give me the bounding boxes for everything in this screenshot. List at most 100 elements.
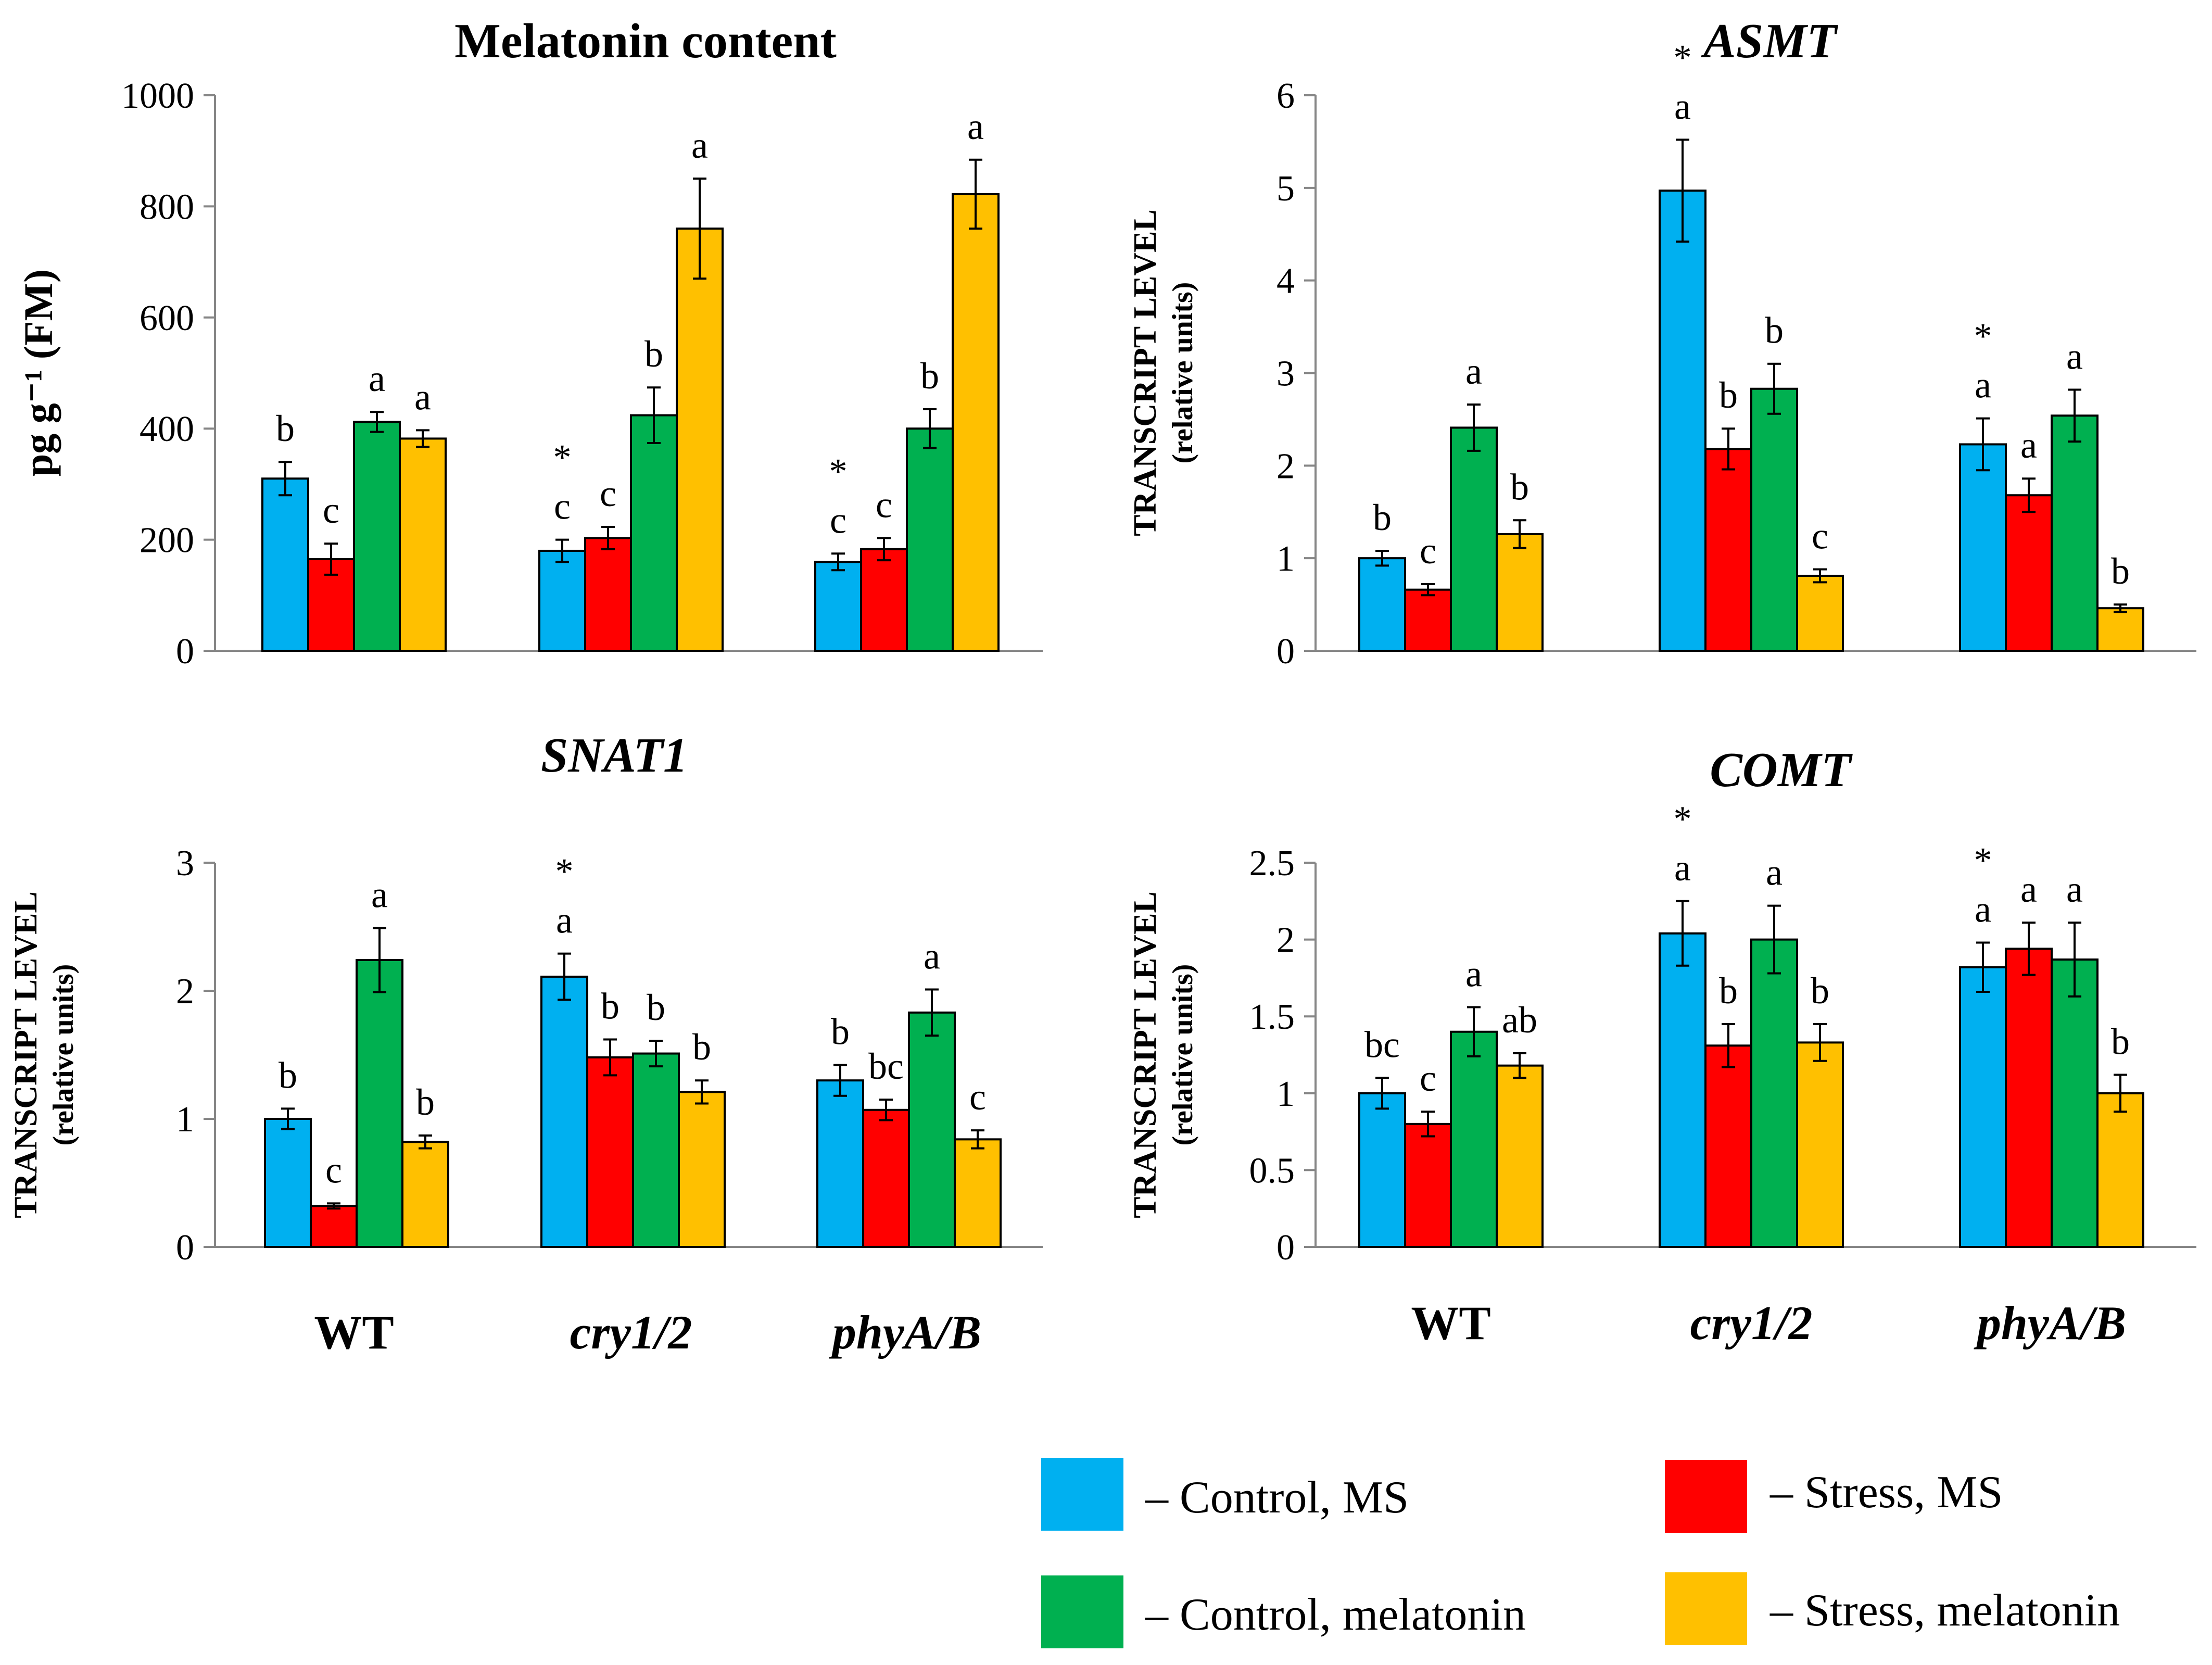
legend: – Control, MS – Stress, MS – Control, me…: [1041, 1458, 2120, 1648]
bar: [632, 1052, 680, 1248]
bar: [1358, 1092, 1406, 1248]
y-tick-label: 0: [176, 1228, 194, 1268]
significance-letter: b: [692, 1026, 711, 1068]
bar: [1796, 574, 1844, 652]
bar: [1959, 966, 2007, 1248]
group-label-0-1: cry1/2: [570, 1306, 692, 1359]
bar: [676, 228, 724, 652]
group-label-0-0: WT: [314, 1306, 394, 1359]
legend-swatch-stress-ms: [1665, 1460, 1747, 1533]
significance-letter: c: [600, 473, 616, 514]
bar: [540, 975, 588, 1248]
y-tick-label: 2.5: [1249, 843, 1295, 884]
significance-letter: b: [1510, 466, 1529, 508]
chart-panel-2: SNAT1 0 1 2 3 TRANSCRIPT LEVEL (relative units…: [8, 728, 1043, 1268]
chart-title: COMT: [1710, 743, 1853, 797]
bar: [2051, 414, 2099, 652]
bar: [1358, 557, 1406, 652]
significance-star: *: [1974, 841, 1992, 881]
significance-letter: c: [969, 1076, 986, 1118]
significance-letter: c: [323, 489, 339, 531]
y-tick-label: 400: [140, 409, 194, 449]
legend-swatch-control-ms: [1041, 1458, 1123, 1531]
significance-letter: b: [2111, 550, 2130, 592]
y-tick-label: 0.5: [1249, 1151, 1295, 1191]
bar: [356, 958, 403, 1248]
chart-title: Melatonin content: [454, 14, 837, 68]
significance-letter: a: [369, 358, 385, 399]
bar: [1659, 190, 1707, 652]
bar: [538, 549, 586, 652]
y-tick-label: 1: [176, 1100, 194, 1140]
y-axis-label-units: (relative units): [47, 964, 80, 1146]
significance-letter: c: [876, 484, 892, 525]
bar: [353, 421, 401, 652]
significance-star: *: [1674, 37, 1692, 78]
bar: [1404, 588, 1452, 652]
bar: [952, 193, 1000, 652]
significance-letter: a: [1766, 852, 1783, 893]
significance-letter: a: [924, 936, 940, 977]
y-tick-label: 0: [1276, 1228, 1295, 1268]
group-label-1-1: cry1/2: [1690, 1296, 1812, 1349]
group-label-1-0: WT: [1411, 1296, 1490, 1349]
significance-letter: c: [1812, 515, 1828, 557]
significance-letter: a: [1975, 364, 1991, 406]
y-axis-label: TRANSCRIPT LEVEL: [8, 891, 44, 1218]
y-axis-label: pg g⁻¹ (FM): [16, 269, 61, 476]
bar: [860, 548, 908, 652]
bar: [1704, 1044, 1752, 1248]
significance-letter: b: [1719, 970, 1738, 1012]
chart-panel-0: Melatonin content 0 200 400 600 800 1000 pg g⁻¹…: [16, 14, 1043, 672]
bar: [1404, 1122, 1452, 1248]
bar: [908, 1011, 956, 1248]
chart-panel-1: ASMT 0 1 2 3 4 5 6 TRANSCRIPT LEVEL (relative uni…: [1128, 14, 2196, 672]
bar: [1496, 1064, 1544, 1248]
bar: [2005, 948, 2053, 1248]
y-tick-label: 2: [1276, 920, 1295, 961]
bar: [906, 427, 954, 652]
significance-letter: b: [647, 987, 665, 1028]
y-tick-label: 2: [176, 972, 194, 1012]
significance-letter: a: [371, 874, 388, 915]
bar: [678, 1091, 726, 1248]
bar: [584, 537, 632, 652]
bar: [310, 1205, 358, 1248]
significance-letter: a: [414, 376, 431, 418]
bar: [1496, 533, 1544, 652]
y-tick-label: 1000: [121, 76, 194, 116]
y-axis-label-units: (relative units): [1167, 964, 1199, 1146]
bar: [1750, 938, 1798, 1248]
bar: [1450, 1030, 1498, 1248]
significance-letter: b: [831, 1011, 850, 1053]
legend-label-stress-ms: – Stress, MS: [1769, 1467, 2003, 1518]
significance-letter: b: [276, 408, 295, 449]
significance-letter: c: [325, 1149, 342, 1191]
group-labels: WT cry1/2 phyA/B WT cry1/2 phyA/B: [314, 1296, 2126, 1359]
significance-letter: bc: [868, 1045, 904, 1087]
legend-label-control-melatonin: – Control, melatonin: [1145, 1590, 1526, 1640]
chart-panel-3: COMT 0 0.5 1 1.5 2 2.5 TRANSCRIPT LEVEL (relativ…: [1128, 743, 2196, 1268]
y-axis-label: TRANSCRIPT LEVEL: [1128, 209, 1163, 536]
bar: [1959, 443, 2007, 652]
y-tick-label: 4: [1276, 261, 1295, 301]
y-tick-label: 1: [1276, 1074, 1295, 1114]
bar: [1704, 448, 1752, 652]
bar: [814, 561, 862, 652]
significance-letter: c: [1420, 1057, 1436, 1099]
significance-letter: b: [279, 1054, 297, 1096]
legend-swatch-control-melatonin: [1041, 1575, 1123, 1648]
group-label-0-2: phyA/B: [829, 1306, 981, 1359]
bar: [1450, 426, 1498, 652]
significance-letter: a: [556, 900, 573, 941]
significance-letter: ab: [1502, 999, 1537, 1041]
bar: [954, 1138, 1002, 1248]
bar: [1796, 1041, 1844, 1248]
y-tick-label: 2: [1276, 446, 1295, 486]
bar: [586, 1056, 634, 1248]
significance-letter: a: [2020, 868, 2037, 910]
chart-title: ASMT: [1701, 14, 1839, 68]
bar: [1750, 387, 1798, 652]
y-tick-label: 0: [176, 632, 194, 672]
